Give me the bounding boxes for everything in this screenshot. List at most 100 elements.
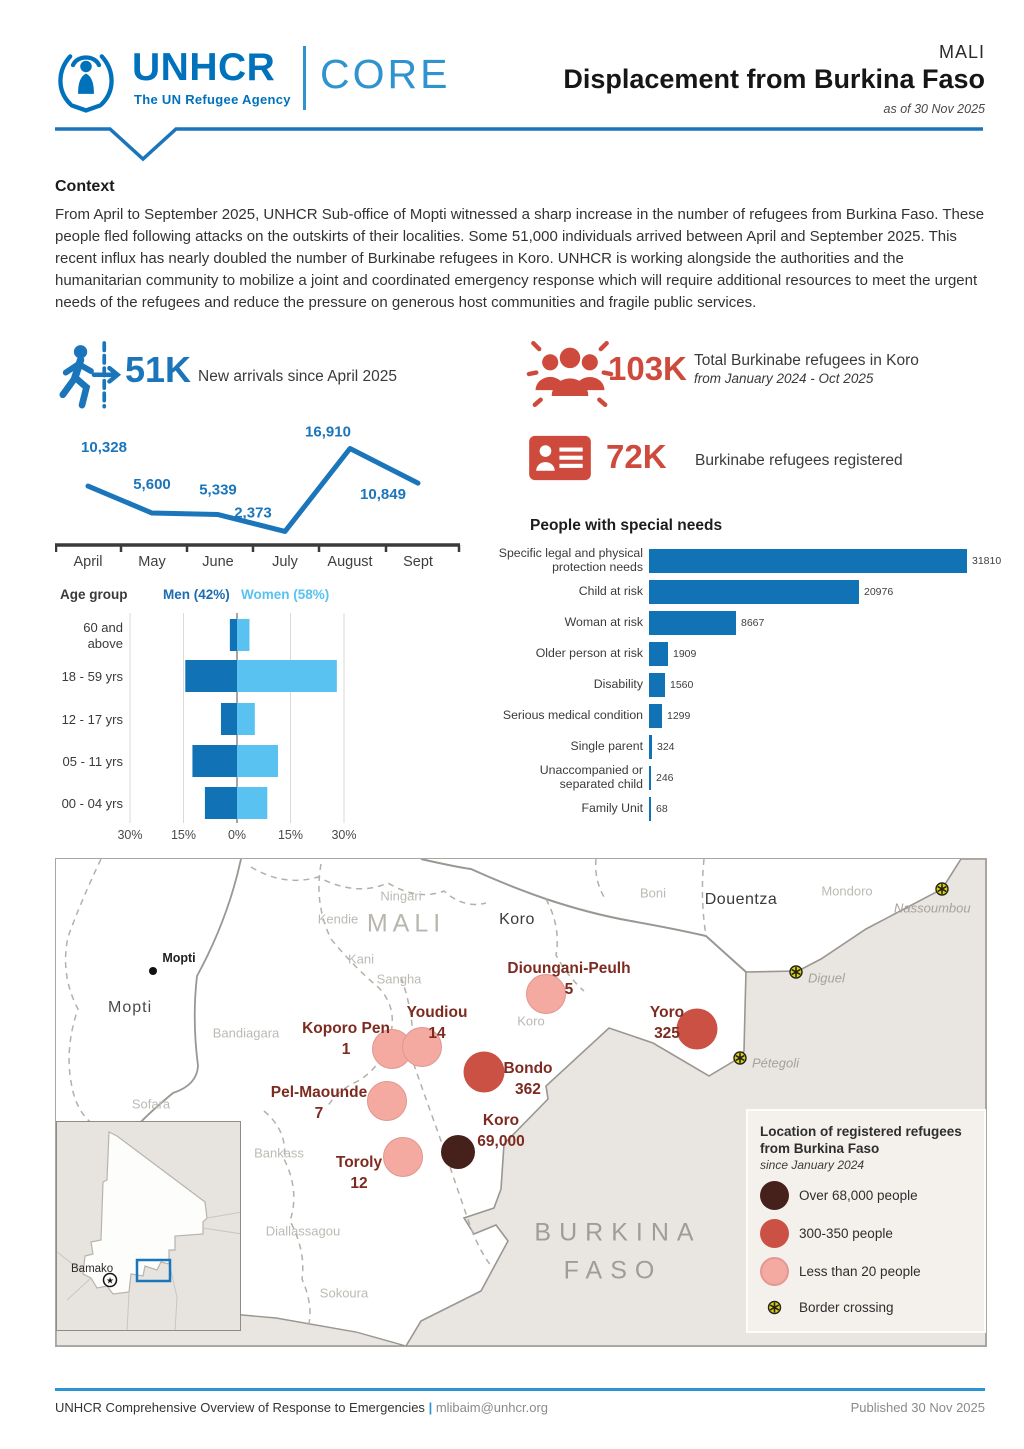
place-value: 14 [428, 1025, 446, 1042]
legend-swatch-medium-circle [760, 1219, 789, 1248]
special-needs-value: 1299 [667, 709, 691, 722]
special-needs-category: Serious medical condition [502, 707, 643, 722]
special-needs-bar [649, 765, 651, 790]
special-needs-row: Unaccompanied or separated child 246 [483, 762, 985, 793]
map-area-label-sangha: Sangha [376, 971, 422, 987]
special-needs-value: 1909 [673, 647, 697, 660]
legend-label-large: Over 68,000 people [799, 1188, 918, 1203]
men-bar [229, 619, 237, 651]
admin-boundary [263, 1110, 311, 1328]
running-person-icon [59, 341, 122, 409]
special-needs-bar [649, 734, 652, 759]
map-label-burkina: BURKINA [534, 1218, 702, 1247]
women-bar [237, 787, 268, 819]
men-bar [220, 703, 237, 735]
border-crossing-icon-diguel [789, 965, 804, 980]
age-gender-pyramid-chart: Age group Men (42%) Women (58%) 60 andabove… [60, 587, 357, 842]
context-heading: Context [55, 178, 115, 195]
legend-women: Women (58%) [241, 587, 329, 602]
map-place-circle-yoro [676, 1008, 718, 1050]
map-place-circle-koro [441, 1135, 475, 1169]
special-needs-category: Woman at risk [564, 614, 643, 629]
page-title: Displacement from Burkina Faso [563, 64, 985, 94]
map-place-circle-toroly [383, 1137, 423, 1177]
mopti-town-dot [149, 967, 157, 975]
border-crossing-icon-petegoli [733, 1051, 748, 1066]
special-needs-value: 68 [656, 802, 668, 815]
admin-boundary [545, 898, 585, 992]
admin-boundary [318, 863, 393, 1110]
footer-rule [55, 1388, 985, 1391]
inset-map-graphic: ★ [57, 1122, 240, 1330]
map-area-label-kani: Kani [347, 951, 375, 967]
point-label: 5,600 [133, 476, 171, 493]
header-country: MALI [938, 42, 985, 62]
month-label: Sept [403, 554, 433, 570]
map-place-label-pel_maounde: Pel-Maounde 7 [271, 1082, 367, 1124]
mali-inset-map: ★ Bamako [56, 1121, 241, 1331]
map-place-label-dioungani_peulh: Dioungani-Peulh 5 [507, 958, 630, 1000]
place-value: 325 [654, 1025, 680, 1042]
point-label: 16,910 [305, 424, 351, 441]
new-arrivals-value: 51K [125, 349, 192, 390]
map-place-label-koro: Koro 69,000 [477, 1110, 524, 1152]
special-needs-value: 8667 [741, 616, 765, 629]
point-label: 5,339 [199, 482, 237, 499]
legend-title-line1: Location of registered refugees [760, 1124, 962, 1139]
special-needs-row: Older person at risk 1909 [483, 638, 985, 669]
map-label-mopti-region: Mopti [108, 999, 153, 1016]
women-bar [237, 619, 250, 651]
map-area-label-koro_area: Koro [517, 1013, 545, 1029]
arrivals-line-chart: 10,328 5,600 5,339 2,373 16,910 10,849 April Ma… [55, 424, 461, 570]
legend-item-small: Less than 20 people [760, 1257, 972, 1286]
age-group-label: 00 - 04 yrs [62, 796, 124, 811]
map-legend: Location of registered refugees from Bur… [746, 1109, 986, 1333]
new-arrivals-label: New arrivals since April 2025 [198, 368, 398, 385]
map-area-label-mondoro: Mondoro [821, 883, 873, 899]
map-place-circle-dioungani_peulh [526, 974, 566, 1014]
legend-swatch-small-circle [760, 1257, 789, 1286]
footer-org-line: UNHCR Comprehensive Overview of Response… [55, 1400, 425, 1415]
month-label: June [202, 554, 233, 570]
inset-capital-marker [102, 1272, 118, 1288]
special-needs-row: Child at risk 20976 [483, 576, 985, 607]
pyramid-tick-label: 30% [117, 828, 142, 842]
region-boundary-northeast [420, 859, 747, 973]
inset-capital-label: Bamako [71, 1263, 114, 1275]
map-area-label-boni: Boni [639, 885, 667, 901]
footer-left: UNHCR Comprehensive Overview of Response… [55, 1400, 548, 1415]
map-place-label-toroly: Toroly 12 [336, 1152, 382, 1194]
legend-subtitle: since January 2024 [760, 1158, 865, 1172]
age-group-label: 18 - 59 yrs [62, 669, 124, 684]
admin-boundary [701, 859, 707, 937]
special-needs-bar [649, 548, 967, 573]
special-needs-category: Single parent [570, 738, 643, 753]
place-value: 362 [515, 1081, 541, 1098]
special-needs-bar [649, 703, 662, 728]
special-needs-row: Disability 1560 [483, 669, 985, 700]
legend-men: Men (42%) [163, 587, 230, 602]
pyramid-title: Age group [60, 587, 128, 602]
age-group-label: 12 - 17 yrs [62, 712, 124, 727]
header-rule-chevron [55, 127, 983, 162]
women-bar [237, 660, 337, 692]
inset-country-borders [57, 1211, 240, 1330]
special-needs-row: Serious medical condition 1299 [483, 700, 985, 731]
place-name: Youdiou [406, 1004, 468, 1021]
map-town-label-koro_city: Koro [499, 911, 535, 928]
place-value: 7 [314, 1105, 324, 1122]
men-bar [192, 745, 237, 777]
region-boundary-west [73, 859, 242, 1162]
special-needs-row: Specific legal and physical protection n… [483, 545, 1001, 576]
map-area-label-ningari: Ningari [380, 888, 422, 904]
month-label: May [138, 554, 166, 570]
map-area-label-diallassagou: Diallassagou [265, 1223, 341, 1239]
special-needs-title: People with special needs [530, 517, 723, 534]
special-needs-bar-chart: Specific legal and physical protection n… [483, 545, 1001, 824]
special-needs-bar [649, 672, 665, 697]
refugee-group-icon [526, 341, 614, 407]
as-of-date: as of 30 Nov 2025 [883, 102, 985, 116]
map-place-circle-youdiou [402, 1027, 442, 1067]
map-place-label-youdiou: Youdiou 14 [407, 1002, 468, 1044]
point-label: 2,373 [234, 504, 272, 521]
